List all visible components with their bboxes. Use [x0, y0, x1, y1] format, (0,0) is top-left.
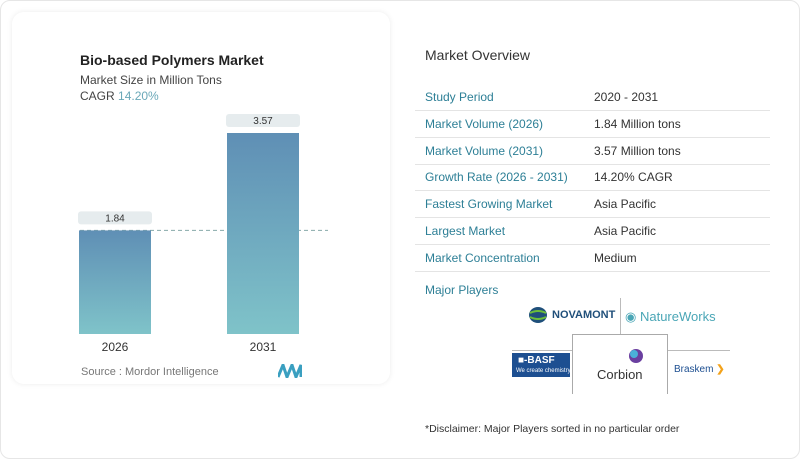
row-label: Growth Rate (2026 - 2031): [425, 170, 568, 185]
data-label-box: [226, 114, 300, 127]
overview-row: Market Volume (2031) 3.57 Million tons: [415, 138, 770, 165]
corbion-text: Corbion: [597, 367, 643, 382]
basf-tagline: We create chemistry: [516, 368, 571, 374]
cagr-value: 14.20%: [118, 89, 159, 103]
row-label: Market Volume (2031): [425, 143, 544, 158]
row-value: Asia Pacific: [594, 197, 657, 212]
data-label: 3.57: [253, 116, 273, 127]
row-label: Largest Market: [425, 224, 506, 238]
novamont-logo: NOVAMONT: [528, 306, 615, 329]
braskem-text: Braskem: [674, 364, 714, 375]
overview-title: Market Overview: [425, 47, 531, 63]
chart-title: Bio-based Polymers Market: [80, 52, 264, 68]
overview-row: Largest Market Asia Pacific: [415, 218, 770, 245]
data-label-box: [78, 211, 152, 225]
natureworks-text: NatureWorks: [639, 309, 716, 324]
row-label: Study Period: [425, 90, 494, 104]
bar-2031: [227, 133, 299, 334]
source: Source : Mordor Intelligence: [81, 366, 219, 378]
major-players-title: Major Players: [425, 283, 499, 297]
bar-chart: 1.84 2026 3.57 2031: [78, 114, 328, 354]
row-value: Medium: [594, 250, 637, 265]
x-tick-label: 2026: [102, 340, 129, 354]
overview-row: Market Concentration Medium: [415, 245, 770, 272]
data-label: 1.84: [105, 213, 125, 224]
chart-card: [12, 12, 390, 384]
row-value: 3.57 Million tons: [594, 143, 681, 158]
row-value: 14.20% CAGR: [594, 170, 673, 185]
x-tick-label: 2031: [250, 340, 277, 354]
row-label: Fastest Growing Market: [425, 197, 553, 212]
overview-row: Fastest Growing Market Asia Pacific: [415, 191, 770, 219]
row-value: 2020 - 2031: [594, 90, 659, 104]
overview-row: Growth Rate (2026 - 2031) 14.20% CAGR: [415, 164, 770, 192]
basf-logo: ■-BASF We create chemistry: [512, 353, 571, 377]
corbion-box: [572, 334, 668, 394]
row-value: Asia Pacific: [594, 224, 657, 238]
mordor-logo-icon: [278, 364, 302, 378]
disclaimer: *Disclaimer: Major Players sorted in no …: [425, 423, 680, 435]
cagr-label: CAGR: [80, 89, 115, 103]
novamont-globe-icon: [529, 307, 547, 323]
novamont-text: NOVAMONT: [552, 309, 616, 321]
corbion-icon: [629, 349, 643, 363]
natureworks-logo: ◉ NatureWorks: [625, 309, 716, 324]
row-label: Market Concentration: [425, 250, 540, 265]
row-label: Market Volume (2026): [425, 116, 544, 131]
bar-2026: [79, 230, 151, 334]
braskem-logo: Braskem ❯: [674, 364, 725, 375]
corbion-logo: Corbion: [597, 349, 657, 383]
chart-subtitle: Market Size in Million Tons: [80, 73, 222, 87]
overview-row: Study Period 2020 - 2031: [415, 84, 770, 111]
overview-row: Market Volume (2026) 1.84 Million tons: [415, 111, 770, 138]
cagr: CAGR 14.20%: [80, 89, 159, 103]
row-value: 1.84 Million tons: [594, 116, 681, 131]
basf-text: BASF: [527, 355, 555, 366]
divider: [620, 298, 621, 334]
